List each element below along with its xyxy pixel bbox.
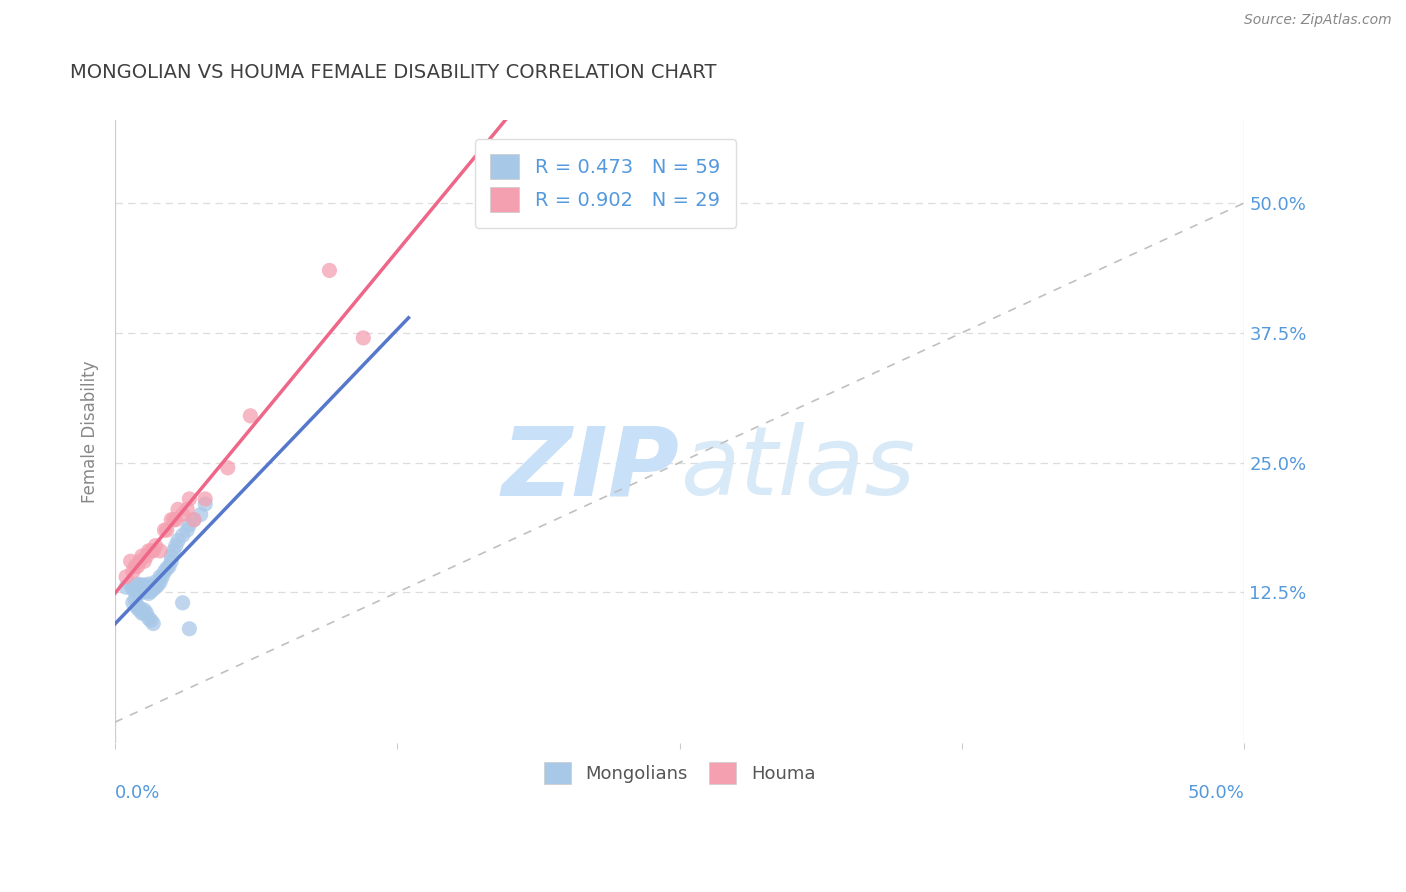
Point (176, 523, 198, 537)
Point (167, 502, 190, 516)
Point (156, 523, 179, 537)
Point (157, 559, 180, 574)
Point (127, 582, 149, 597)
Point (179, 491, 201, 506)
Point (135, 584, 157, 599)
Point (139, 580, 162, 594)
Point (145, 580, 167, 594)
Point (122, 596, 145, 610)
Point (149, 544, 172, 558)
Text: 50.0%: 50.0% (1188, 783, 1244, 802)
Point (165, 513, 187, 527)
Point (183, 513, 205, 527)
Point (120, 578, 142, 592)
Point (139, 584, 162, 599)
Point (127, 577, 149, 591)
Point (153, 565, 176, 579)
Point (127, 601, 149, 615)
Point (138, 582, 160, 597)
Point (122, 582, 145, 597)
Point (134, 584, 156, 599)
Point (162, 544, 184, 558)
Point (127, 599, 149, 613)
Point (190, 508, 212, 522)
Point (131, 578, 153, 592)
Point (138, 544, 160, 558)
Text: MONGOLIAN VS HOUMA FEMALE DISABILITY CORRELATION CHART: MONGOLIAN VS HOUMA FEMALE DISABILITY COR… (70, 63, 716, 82)
Point (122, 565, 145, 579)
Point (128, 554, 150, 568)
Y-axis label: Female Disability: Female Disability (82, 360, 98, 503)
Point (134, 554, 156, 568)
Point (194, 497, 217, 511)
Point (120, 554, 142, 568)
Point (156, 561, 179, 575)
Point (131, 549, 153, 563)
Point (139, 544, 162, 558)
Point (131, 585, 153, 599)
Point (142, 582, 165, 597)
Point (135, 549, 157, 563)
Point (179, 622, 201, 636)
Point (135, 580, 157, 594)
Point (149, 570, 172, 584)
Legend: Mongolians, Houma: Mongolians, Houma (531, 749, 828, 797)
Point (150, 570, 173, 584)
Point (145, 574, 167, 589)
Point (138, 577, 160, 591)
Point (131, 606, 153, 620)
Point (149, 574, 172, 589)
Point (115, 570, 138, 584)
Point (176, 502, 198, 516)
Point (160, 554, 183, 568)
Text: Source: ZipAtlas.com: Source: ZipAtlas.com (1244, 13, 1392, 28)
Point (160, 549, 183, 563)
Point (239, 409, 262, 423)
Point (127, 580, 149, 594)
Point (160, 513, 183, 527)
Point (142, 616, 165, 631)
Point (124, 559, 146, 574)
Point (128, 601, 150, 615)
Text: atlas: atlas (679, 422, 915, 516)
Point (134, 606, 156, 620)
Point (124, 592, 146, 607)
Point (127, 585, 149, 599)
Point (217, 460, 239, 475)
Point (172, 528, 194, 542)
Text: 0.0%: 0.0% (115, 783, 160, 802)
Point (128, 603, 150, 617)
Point (352, 331, 374, 345)
Point (162, 513, 184, 527)
Point (138, 611, 160, 625)
Point (167, 533, 190, 548)
Point (179, 517, 201, 532)
Point (142, 544, 165, 558)
Point (134, 578, 156, 592)
Point (135, 606, 157, 620)
Point (131, 582, 153, 597)
Point (134, 603, 156, 617)
Point (172, 508, 194, 522)
Point (115, 580, 138, 594)
Point (134, 582, 156, 597)
Point (145, 539, 167, 553)
Point (165, 539, 187, 553)
Point (128, 582, 150, 597)
Point (194, 491, 217, 506)
Point (318, 263, 340, 277)
Point (139, 614, 162, 628)
Point (183, 513, 205, 527)
Point (153, 523, 176, 537)
Point (146, 578, 169, 592)
Point (128, 578, 150, 592)
Point (124, 584, 146, 599)
Point (127, 559, 149, 574)
Point (172, 596, 194, 610)
Point (138, 586, 160, 600)
Text: ZIP: ZIP (502, 422, 679, 516)
